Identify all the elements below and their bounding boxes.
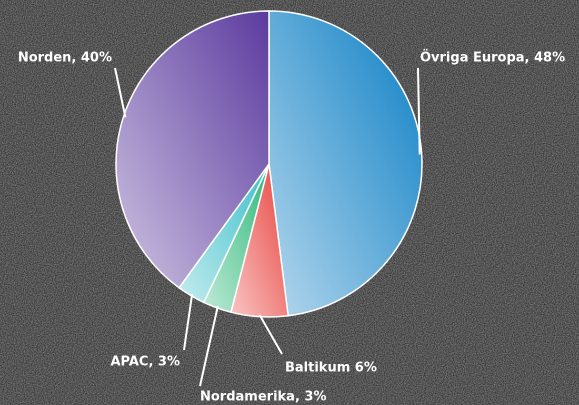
leader-line bbox=[199, 305, 219, 387]
leader-line bbox=[417, 67, 421, 155]
leader-line bbox=[258, 314, 283, 355]
slice-label: Norden, 40% bbox=[18, 51, 112, 66]
slice-label: Övriga Europa, 48% bbox=[420, 50, 565, 66]
slice-label: APAC, 3% bbox=[110, 355, 180, 370]
leader-line bbox=[183, 293, 194, 351]
pie-slice bbox=[268, 10, 423, 317]
slice-label: Nordamerika, 3% bbox=[200, 390, 326, 405]
slice-label: Baltikum 6% bbox=[285, 361, 377, 376]
pie-slice bbox=[115, 10, 270, 289]
leader-line bbox=[114, 67, 127, 118]
